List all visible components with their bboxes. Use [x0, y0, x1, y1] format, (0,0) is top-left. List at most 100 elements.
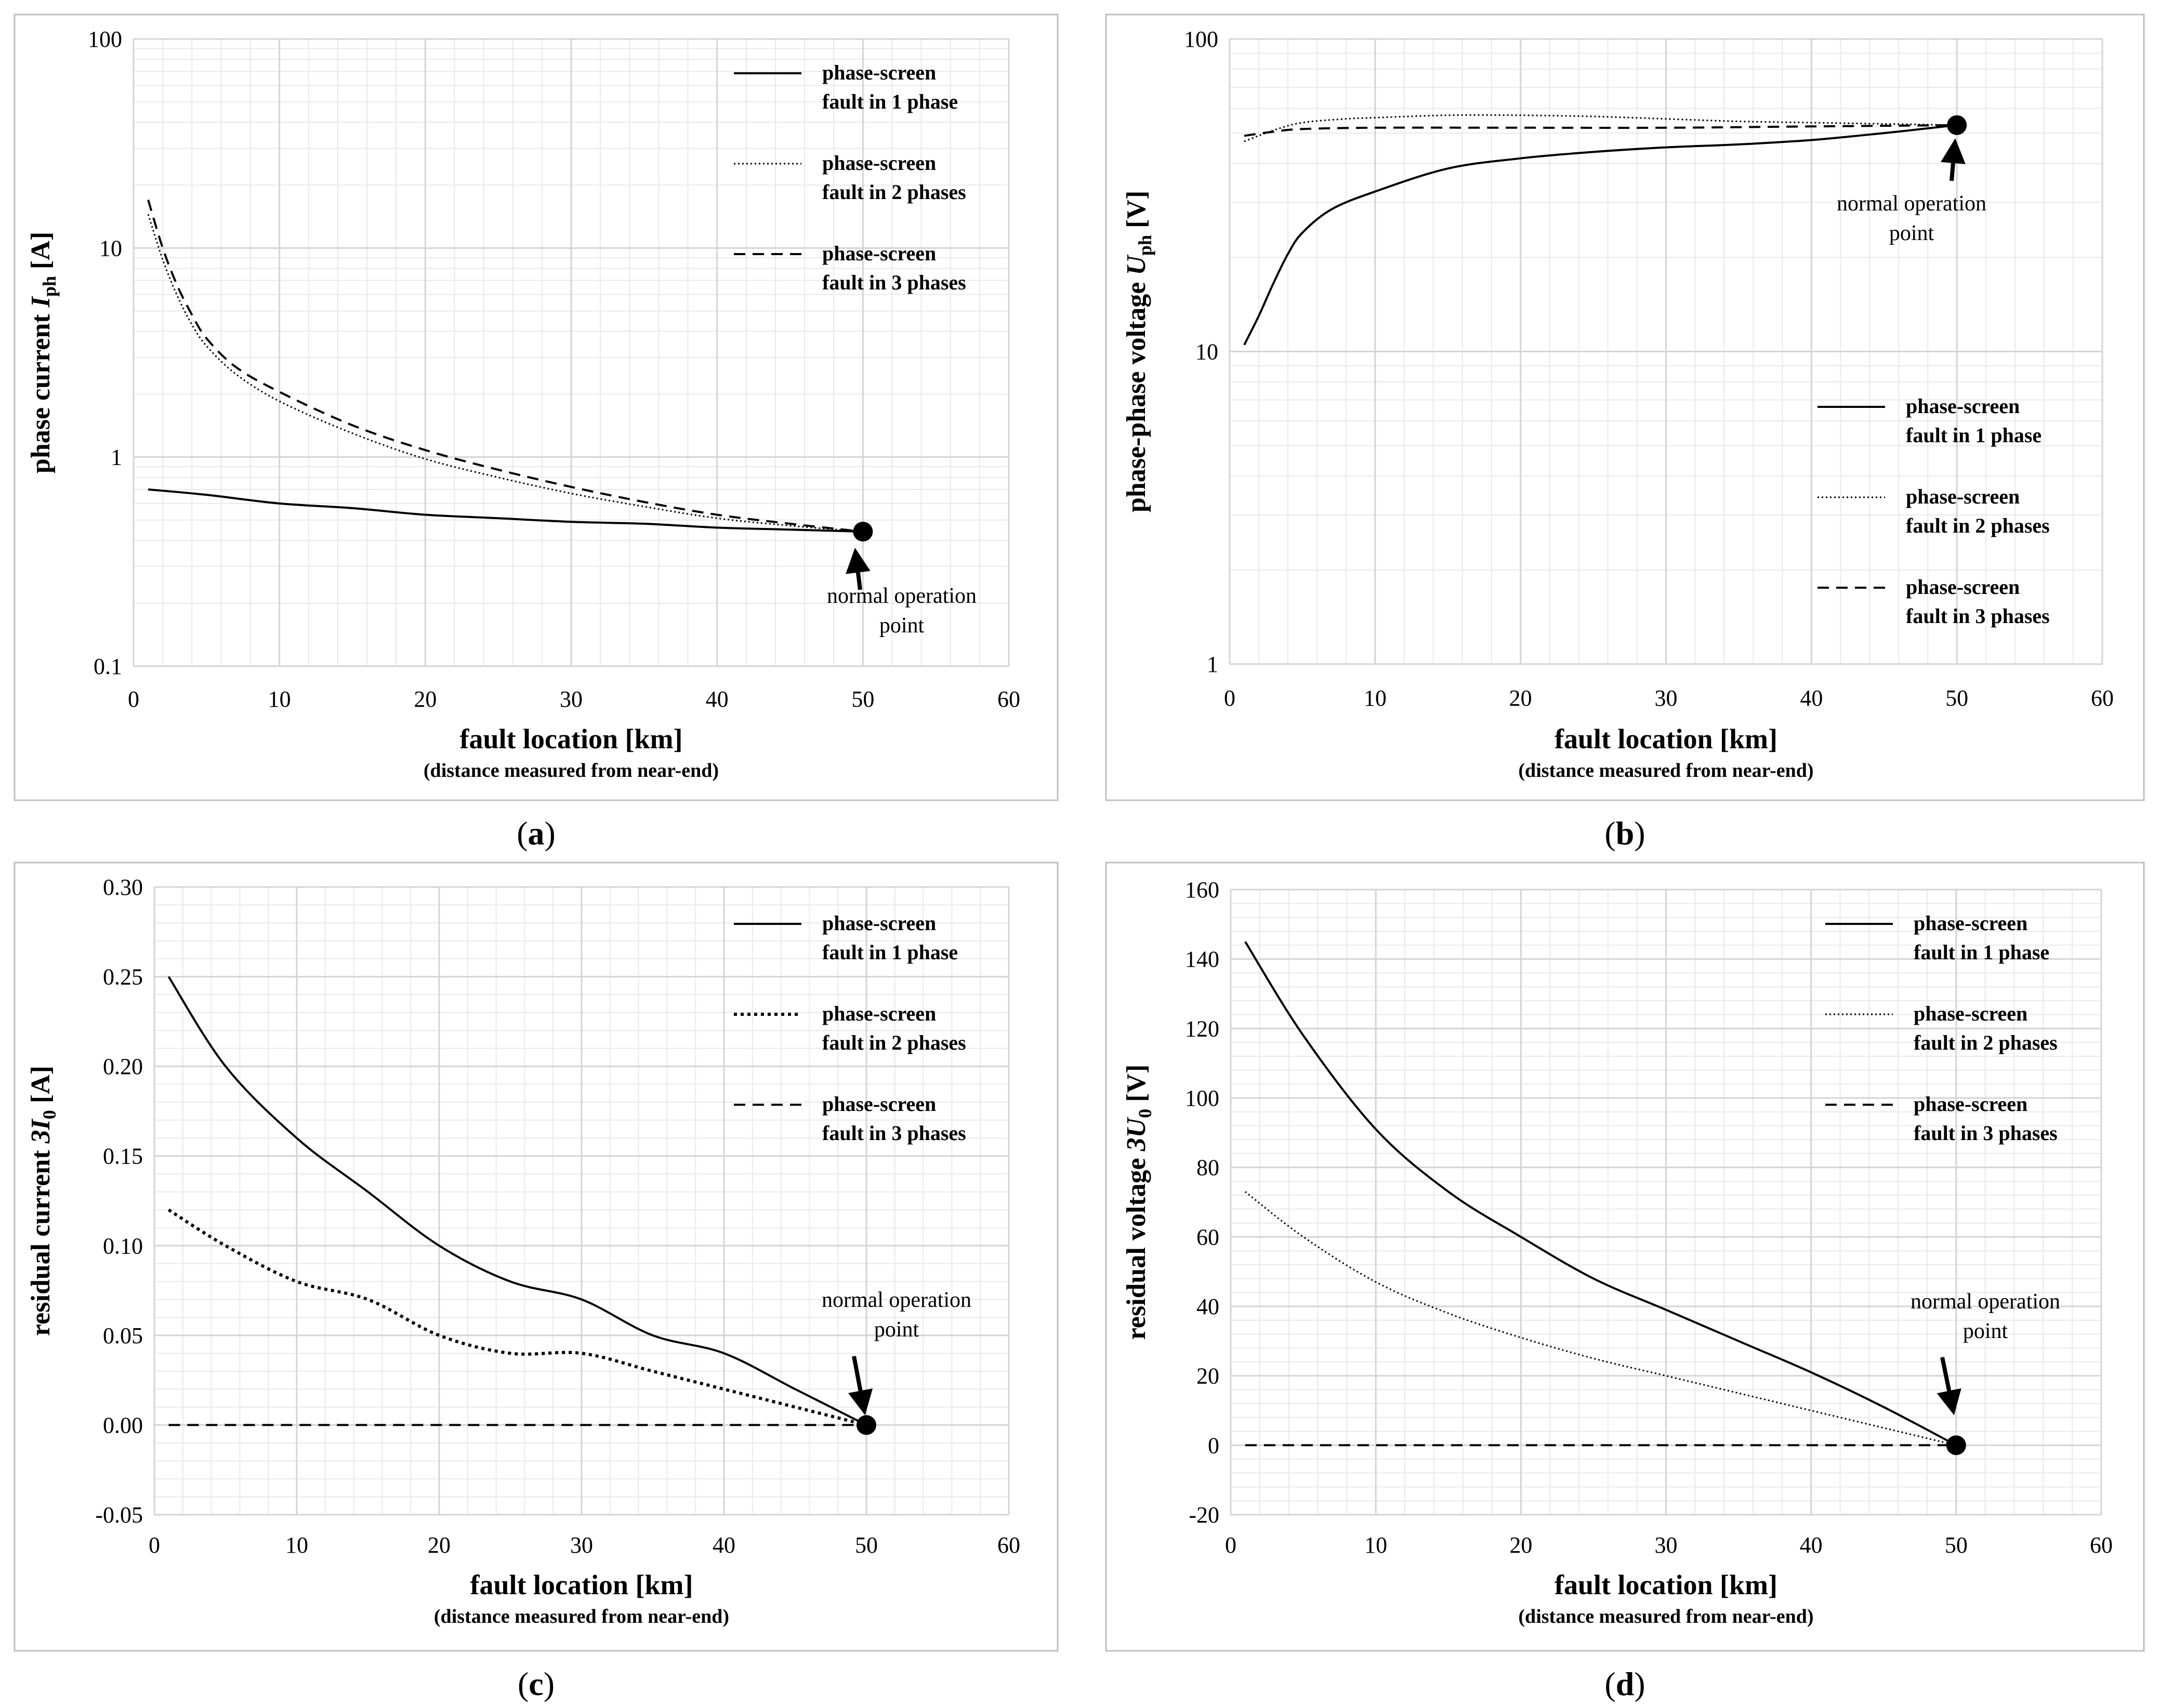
annotation-text: point	[879, 614, 925, 638]
panel-label-paren: )	[1634, 1665, 1645, 1702]
chart-frame	[14, 14, 1059, 801]
panel-label-letter: d	[1616, 1665, 1635, 1702]
x-tick-label: 60	[2090, 1532, 2113, 1558]
x-tick-label: 60	[2091, 685, 2114, 711]
panel-label: (b)	[1604, 815, 1645, 852]
y-axis-label-unit: [A]	[26, 232, 56, 276]
y-tick-label: 60	[1196, 1224, 1219, 1250]
panel-label-paren: )	[545, 815, 556, 852]
y-tick-label: 0.05	[103, 1323, 143, 1348]
legend-label: phase-screen	[1914, 1002, 2027, 1025]
series-line-solid	[148, 488, 863, 533]
grid	[1230, 889, 2102, 1516]
y-tick-label: 0.25	[103, 964, 143, 990]
panel-label-paren: (	[1604, 815, 1615, 852]
y-axis-label-symbol: U	[1122, 255, 1151, 275]
y-tick-label: -20	[1189, 1502, 1219, 1528]
normal-operation-point-marker	[1947, 115, 1967, 135]
y-tick-label: 0.00	[103, 1412, 143, 1438]
y-axis-label-text: phase current	[26, 307, 56, 473]
x-axis-note: (distance measured from near-end)	[1518, 1606, 1813, 1627]
y-axis-label-unit: [V]	[1122, 191, 1151, 235]
y-tick-label: 100	[1185, 1085, 1219, 1111]
x-tick-label: 30	[560, 686, 583, 712]
legend-label: phase-screen	[1906, 575, 2020, 599]
legend: phase-screen fault in 1 phase phase-screen…	[734, 61, 966, 294]
y-axis-label: phase-phase voltage Uph [V]	[1122, 191, 1155, 512]
panel-label-letter: a	[528, 815, 545, 852]
legend-label: fault in 1 phase	[1914, 941, 2049, 964]
x-tick-label: 60	[997, 686, 1020, 712]
y-axis-label-subscript: 0	[1135, 1109, 1155, 1118]
x-tick-label: 40	[713, 1532, 735, 1558]
panel-label-letter: c	[529, 1665, 543, 1702]
series-line-solid	[167, 976, 867, 1426]
x-tick-label: 20	[1509, 1532, 1532, 1558]
chart-panel-a: 0 10 20 30 40 50 60 0.1 1 10 100 fault location [km…	[14, 14, 1059, 852]
series-line-dotted	[1244, 114, 1957, 142]
y-tick-label: 10	[99, 235, 122, 261]
series-line-dashed	[147, 200, 863, 533]
legend-label: phase-screen	[1914, 911, 2027, 935]
series-line-dotted	[147, 214, 863, 533]
chart-panel-c: 0 10 20 30 40 50 60 -0.05 0.00 0.05 0.10 0.15 0.20 0.…	[14, 862, 1059, 1702]
x-tick-label: 10	[285, 1532, 308, 1558]
x-tick-label: 30	[570, 1532, 593, 1558]
y-tick-label: 0.1	[94, 654, 122, 679]
annotation-text: normal operation	[822, 1288, 971, 1312]
panel-label: (d)	[1604, 1665, 1645, 1702]
legend-label: fault in 1 phase	[822, 90, 958, 113]
x-tick-label: 50	[1945, 685, 1968, 711]
y-tick-label: 0	[1208, 1433, 1219, 1458]
y-tick-label: 40	[1196, 1294, 1219, 1319]
legend-label: fault in 3 phases	[1906, 604, 2050, 628]
x-tick-label: 0	[1225, 1532, 1236, 1558]
x-tick-label: 0	[1224, 685, 1235, 711]
y-axis-label-text: phase-phase voltage	[1122, 275, 1151, 512]
x-tick-label: 30	[1655, 685, 1678, 711]
grid	[133, 38, 1010, 667]
y-tick-label: 20	[1196, 1363, 1219, 1389]
panel-label-letter: b	[1616, 815, 1635, 852]
y-tick-label: 1	[111, 445, 122, 470]
series-line-solid	[1244, 941, 1957, 1447]
panel-label-paren: (	[518, 1665, 529, 1702]
y-tick-label: 100	[1184, 27, 1218, 52]
annotation-text: normal operation	[1911, 1290, 2060, 1314]
legend-label: fault in 2 phases	[822, 1031, 966, 1054]
y-axis-label-text: residual voltage	[1122, 1151, 1151, 1340]
x-axis-label: fault location [km]	[470, 1569, 693, 1600]
y-tick-label: 140	[1185, 947, 1219, 972]
y-axis-label-unit: [V]	[1122, 1065, 1151, 1109]
x-tick-label: 40	[1800, 685, 1823, 711]
y-axis-label: phase current Iph [A]	[26, 232, 60, 473]
y-tick-label: 0.20	[103, 1054, 143, 1079]
x-axis-note: (distance measured from near-end)	[424, 760, 719, 782]
legend-label: phase-screen	[822, 911, 936, 935]
y-axis-label-subscript: 0	[39, 1110, 60, 1119]
y-axis-label-symbol: I	[26, 296, 56, 308]
x-tick-label: 10	[268, 686, 291, 712]
y-axis-label-text: residual current	[26, 1143, 56, 1336]
y-axis-label-symbol: 3U	[1122, 1117, 1151, 1151]
x-tick-label: 0	[128, 686, 139, 712]
panel-label-paren: )	[1634, 815, 1645, 852]
legend-label: fault in 2 phases	[822, 180, 966, 204]
y-tick-label: 10	[1195, 339, 1218, 365]
panel-label: (a)	[517, 815, 556, 852]
series-line-solid	[1243, 124, 1957, 346]
y-tick-label: 0.30	[103, 875, 143, 900]
x-axis-label: fault location [km]	[460, 723, 683, 754]
legend-label: fault in 3 phases	[822, 1121, 966, 1145]
x-tick-label: 40	[1800, 1532, 1823, 1558]
y-tick-label: -0.05	[95, 1502, 143, 1528]
y-tick-label: 0.10	[103, 1233, 143, 1259]
grid	[153, 886, 1010, 1516]
x-axis-note: (distance measured from near-end)	[434, 1606, 729, 1627]
x-axis-label: fault location [km]	[1555, 1569, 1777, 1600]
panel-label-paren: (	[1604, 1665, 1615, 1702]
series-line-dashed	[1244, 124, 1957, 137]
y-axis-label: residual current 3I0 [A]	[26, 1066, 60, 1336]
annotation-text: point	[1963, 1319, 2008, 1343]
